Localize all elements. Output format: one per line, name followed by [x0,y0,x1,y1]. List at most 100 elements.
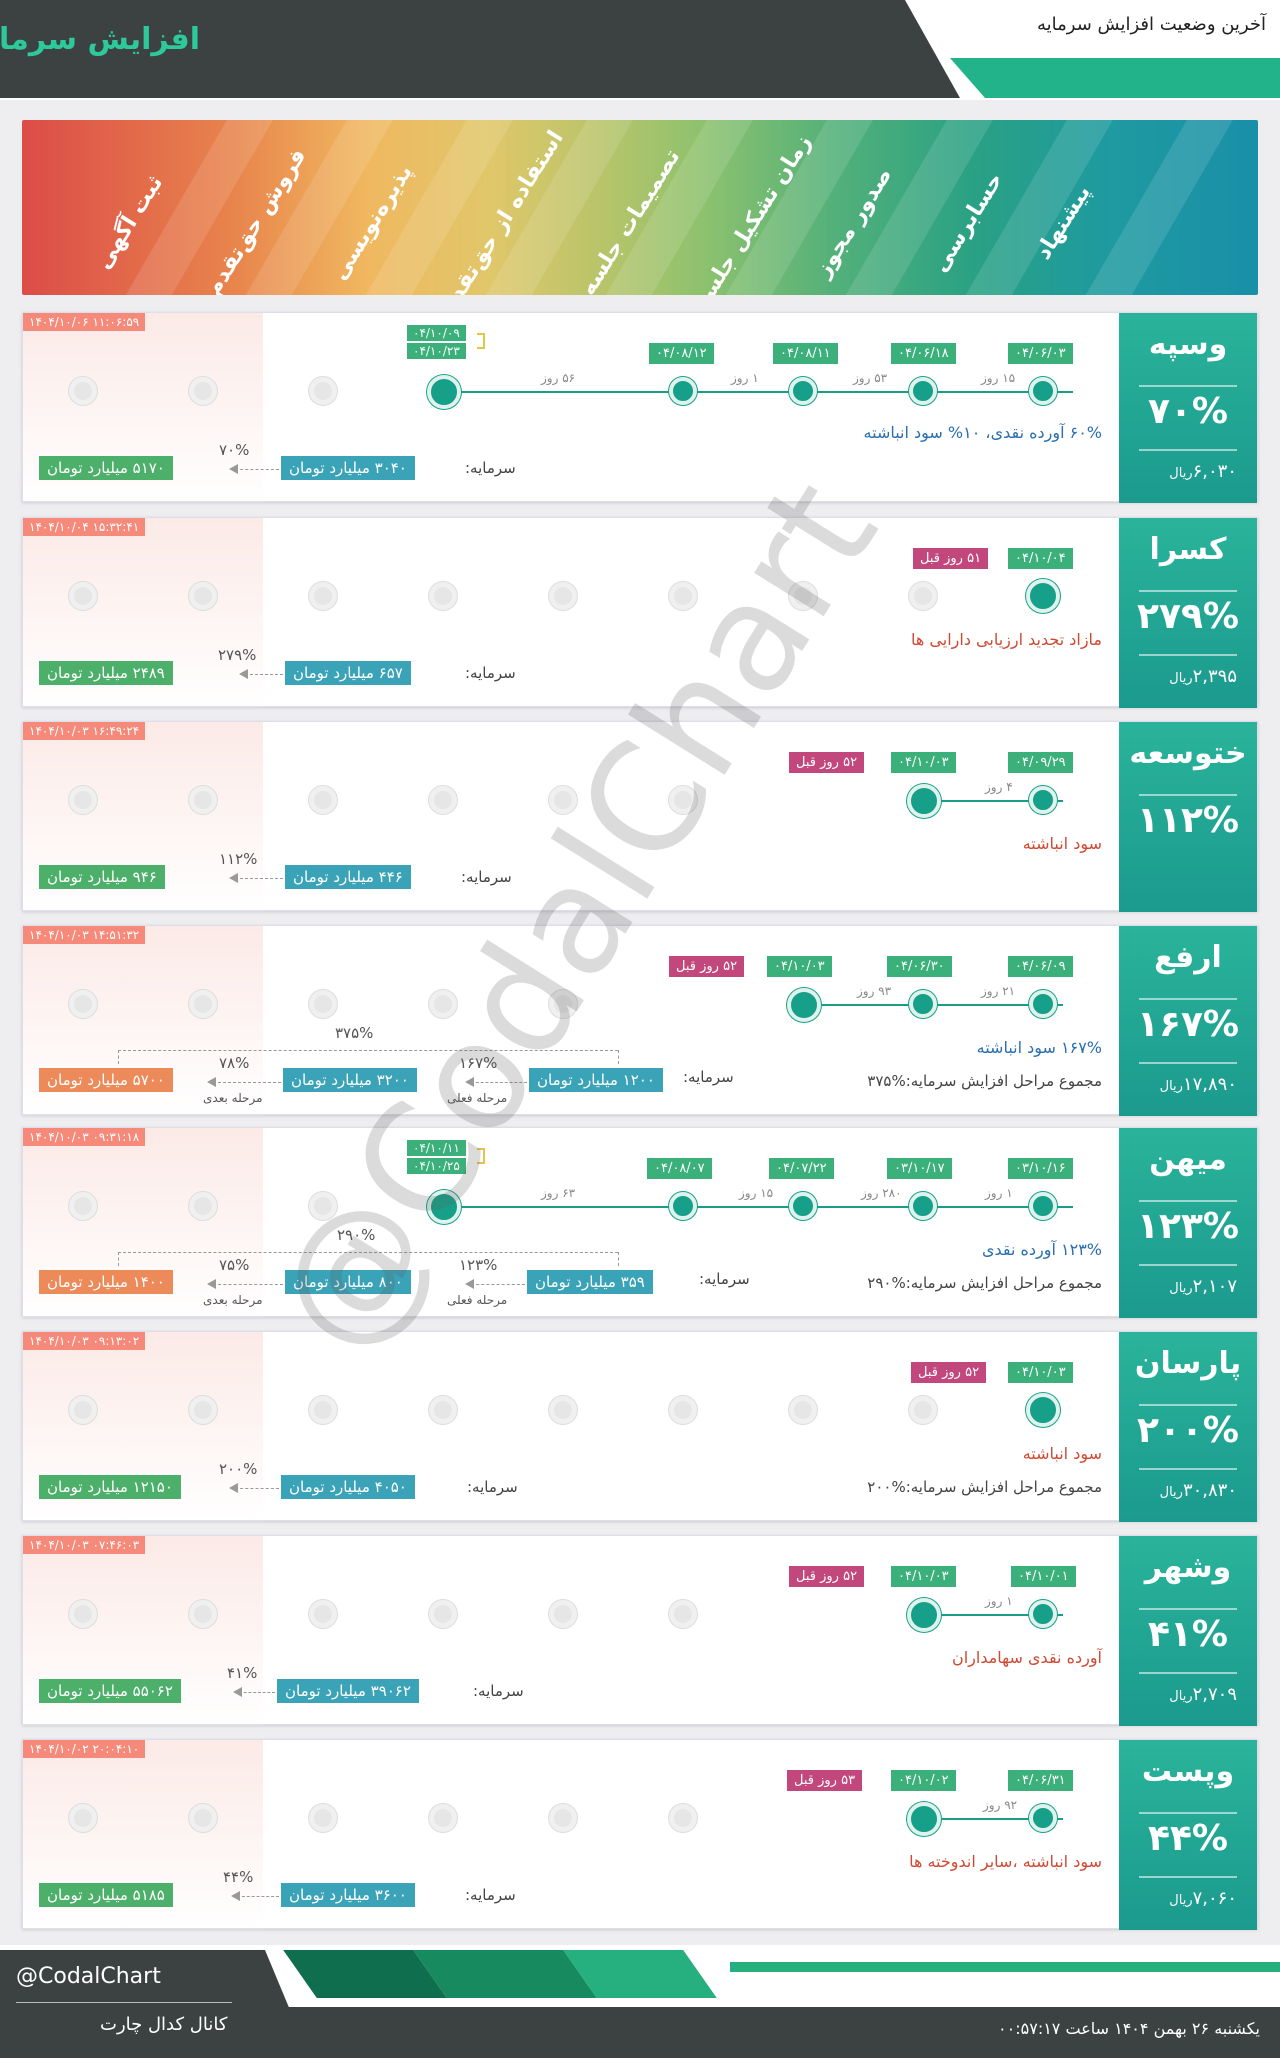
arrow-head [231,1891,240,1901]
stock-symbol: پارسان [1134,1346,1242,1381]
price: ۲,۳۹۵ریال [1169,666,1237,687]
capital-increase-pct: ۲۷۹% [218,646,257,664]
days-ago-tag: ۵۲ روز قبل [789,752,865,773]
stage-dot [549,990,577,1018]
stock-card[interactable]: ۱۴۰۴/۱۰/۰۶ ۱۱:۰۶:۵۹ ۰۴/۰۶/۰۳ ۰۴/۰۶/۱۸ ۰۴… [22,312,1258,503]
footer-handle[interactable]: @CodalChart [16,1964,161,1989]
stock-card[interactable]: ۱۴۰۴/۱۰/۰۳ ۰۹:۱۳:۰۲ ۰۴/۱۰/۰۳ ۵۲ روز قبل … [22,1331,1258,1522]
timeline-line [443,391,1073,393]
stage-dot [309,1804,337,1832]
stage-dot [789,582,817,610]
current-stage-dot [1026,1393,1060,1427]
duration-label: ۴ روز [985,780,1013,794]
stage-dot [189,1396,217,1424]
arrow [235,878,283,879]
footer-channel: کانال کدال چارت [100,2014,228,2035]
date-tag: ۰۴/۰۸/۱۱ [773,343,838,364]
stock-symbol: کسرا [1149,532,1227,567]
arrow [237,1896,279,1897]
stock-symbol: ارفع [1154,940,1222,975]
capital-target: ۹۴۶ میلیارد تومان [39,865,165,889]
stage-dot [69,377,97,405]
stock-badge: وپست ۴۴% ۷,۰۶۰ریال [1119,1740,1257,1930]
price: ۲,۷۰۹ریال [1169,1684,1237,1705]
days-ago-tag: ۵۲ روز قبل [911,1362,987,1383]
stage-dot [309,1192,337,1220]
current-stage-dot [787,988,821,1022]
timeline-line [923,800,1063,802]
capital-current: ۳۰۴۰ میلیارد تومان [281,456,415,480]
days-ago-tag: ۵۲ روز قبل [669,956,745,977]
stage-dot [309,990,337,1018]
increase-percent: ۱۶۷% [1137,1004,1239,1045]
divider [16,2002,232,2003]
capital-target: ۵۱۷۰ میلیارد تومان [39,456,173,480]
capital-increase-pct: ۱۶۷% [459,1054,498,1072]
arrow [245,674,283,675]
stage-dot [429,990,457,1018]
stage-dot [69,1600,97,1628]
date-tag: ۰۳/۱۰/۱۷ [887,1158,952,1179]
arrow [235,1488,279,1489]
total-increase-summary: مجموع مراحل افزایش سرمایه:%۲۰۰ [867,1478,1102,1496]
total-increase-summary: مجموع مراحل افزایش سرمایه:%۳۷۵ [867,1072,1102,1090]
days-ago-tag: ۵۳ روز قبل [787,1770,863,1791]
footer-datetime: یکشنبه ۲۶ بهمن ۱۴۰۴ ساعت ۰۰:۵۷:۱۷ [998,2019,1260,2038]
capital-next: ۳۲۰۰ میلیارد تومان [283,1068,417,1092]
current-stage-dot [427,1190,461,1224]
stock-symbol: وپست [1141,1754,1235,1789]
stock-card[interactable]: ۱۴۰۴/۱۰/۰۳ ۱۶:۴۹:۲۴ ۰۴/۰۹/۲۹ ۰۴/۱۰/۰۳ ۵۲… [22,721,1258,912]
total-increase-summary: مجموع مراحل افزایش سرمایه:%۲۹۰ [867,1274,1102,1292]
footer-accent-line [730,1962,1280,1972]
capital-increase-pct: ۴۴% [223,1868,254,1886]
capital-target: ۲۴۸۹ میلیارد تومان [39,661,173,685]
timeline-line [923,1818,1063,1820]
stock-card[interactable]: ۱۴۰۴/۱۰/۰۳ ۰۷:۴۶:۰۳ ۰۴/۱۰/۰۱ ۰۴/۱۰/۰۳ ۵۲… [22,1535,1258,1726]
timestamp: ۱۴۰۴/۱۰/۰۳ ۰۷:۴۶:۰۳ [23,1536,146,1554]
stage-dot [1029,1192,1057,1220]
timeline-line [443,1206,1073,1208]
current-stage-dot [907,1598,941,1632]
capital-current: ۳۶۰۰ میلیارد تومان [281,1883,415,1907]
stock-badge: میهن ۱۲۳% ۲,۱۰۷ریال [1119,1128,1257,1318]
date-tag: ۰۴/۰۸/۰۷ [647,1158,712,1179]
stage-dot [549,582,577,610]
stage-dot [429,1804,457,1832]
stock-symbol: ختوسعه [1129,736,1247,771]
increase-percent: ۱۱۲% [1137,800,1239,841]
current-stage-dot [427,375,461,409]
stock-card[interactable]: ۱۴۰۴/۱۰/۰۴ ۱۵:۳۲:۴۱ ۰۴/۱۰/۰۴ ۵۱ روز قبل … [22,517,1258,708]
increase-description: سود انباشته [1022,1444,1102,1463]
stage-dot [309,1600,337,1628]
stage-dot [1029,1600,1057,1628]
stage-dot [789,1192,817,1220]
date-tag: ۰۴/۱۰/۰۴ [1008,548,1073,569]
increase-description: سود انباشته [1022,834,1102,853]
stage-next-label: مرحله بعدی [203,1293,263,1307]
capital-target: ۵۷۰۰ میلیارد تومان [39,1068,173,1092]
arrow-head [465,1279,474,1289]
stage-dot [189,582,217,610]
capital-target: ۱۴۰۰ میلیارد تومان [39,1270,173,1294]
stage-dot [669,377,697,405]
stock-card[interactable]: ۱۴۰۴/۱۰/۰۳ ۰۹:۳۱:۱۸ ۰۳/۱۰/۱۶ ۰۳/۱۰/۱۷ ۰۴… [22,1127,1258,1318]
increase-percent: ۲۷۹% [1137,596,1239,637]
capital-label: سرمایه: [465,664,516,682]
capital-label: سرمایه: [467,1478,518,1496]
timestamp: ۱۴۰۴/۱۰/۰۴ ۱۵:۳۲:۴۱ [23,518,146,536]
stage-dot [69,786,97,814]
stock-card[interactable]: ۱۴۰۴/۱۰/۰۳ ۱۴:۵۱:۳۲ ۰۴/۰۶/۰۹ ۰۴/۰۶/۳۰ ۰۴… [22,925,1258,1116]
stock-symbol: وسپه [1148,327,1228,362]
stage-dot [669,1192,697,1220]
stage-dot [1029,786,1057,814]
date-tag: ۰۴/۱۰/۲۳ [407,343,466,359]
date-tag: ۰۴/۰۶/۳۰ [887,956,952,977]
arrow-head [229,1483,238,1493]
date-tag: ۰۴/۰۷/۲۲ [769,1158,834,1179]
stage-dot [69,1192,97,1220]
stock-card[interactable]: ۱۴۰۴/۱۰/۰۲ ۲۰:۰۴:۱۰ ۰۴/۰۶/۳۱ ۰۴/۱۰/۰۲ ۵۳… [22,1739,1258,1930]
increase-percent: ۷۰% [1147,391,1228,432]
stage-dot [309,582,337,610]
stage-dot [189,1600,217,1628]
stage-dot [909,1192,937,1220]
